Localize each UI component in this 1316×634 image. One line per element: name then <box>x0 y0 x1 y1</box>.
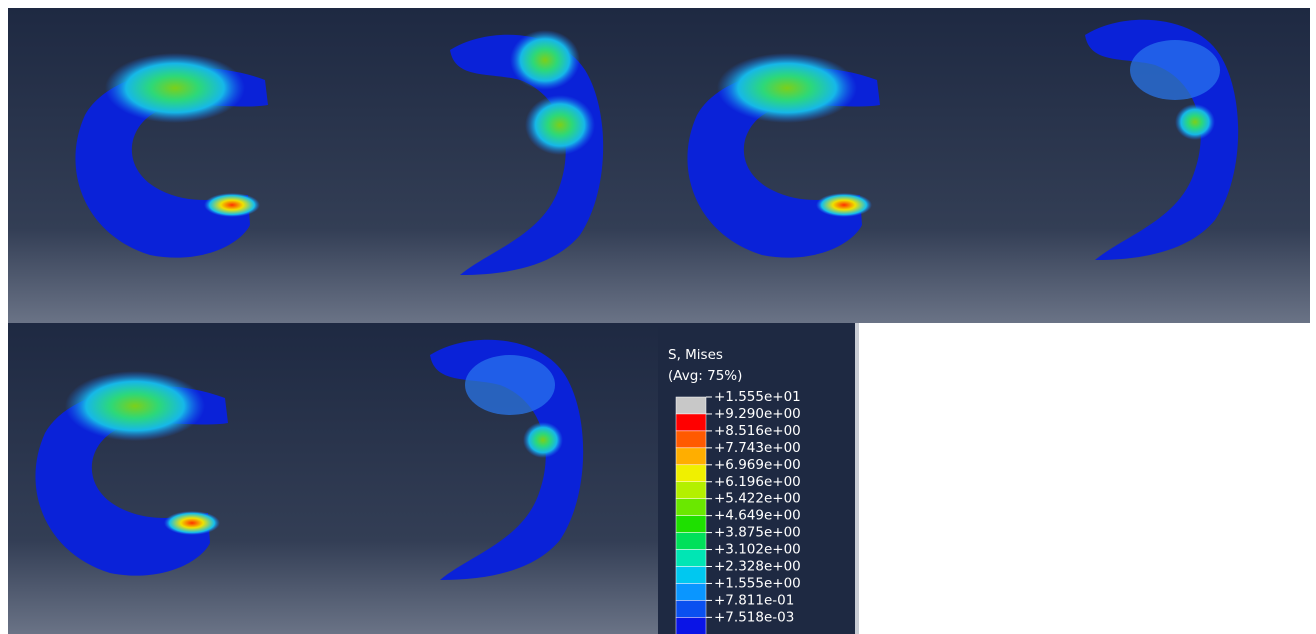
legend-swatch <box>676 431 706 448</box>
legend-swatch <box>676 617 706 634</box>
legend-swatch <box>676 499 706 516</box>
legend-title: S, Mises <box>668 347 723 363</box>
screenshot: S, Mises (Avg: 75%) +1.555e+01+9.290e+00… <box>0 0 1316 634</box>
legend-swatch <box>676 414 706 431</box>
legend-swatch <box>676 567 706 584</box>
legend-label: +3.102e+00 <box>714 542 801 558</box>
legend-swatch <box>676 465 706 482</box>
legend-label: +6.969e+00 <box>714 457 801 473</box>
legend-label: +7.518e-03 <box>714 609 794 625</box>
legend-label: +6.196e+00 <box>714 474 801 490</box>
legend-label: +1.555e+00 <box>714 575 801 591</box>
legend-label: +1.555e+01 <box>714 389 801 405</box>
legend-label: +2.328e+00 <box>714 559 801 575</box>
legend: S, Mises (Avg: 75%) +1.555e+01+9.290e+00… <box>658 323 859 634</box>
legend-label: +7.743e+00 <box>714 440 801 456</box>
legend-swatch <box>676 533 706 550</box>
viewport-1 <box>8 8 658 323</box>
legend-label: +4.649e+00 <box>714 508 801 524</box>
legend-label: +5.422e+00 <box>714 491 801 507</box>
legend-swatch <box>676 516 706 533</box>
legend-label: +9.290e+00 <box>714 406 801 422</box>
legend-swatch <box>676 583 706 600</box>
legend-swatch <box>676 550 706 567</box>
legend-subtitle: (Avg: 75%) <box>668 368 742 384</box>
legend-label: +8.516e+00 <box>714 423 801 439</box>
legend-swatch <box>676 397 706 414</box>
legend-swatch <box>676 600 706 617</box>
viewport-2 <box>658 8 1310 323</box>
legend-swatch <box>676 482 706 499</box>
legend-label: +7.811e-01 <box>714 592 794 608</box>
legend-swatch <box>676 448 706 465</box>
legend-label: +3.875e+00 <box>714 525 801 541</box>
viewport-3 <box>8 323 658 634</box>
